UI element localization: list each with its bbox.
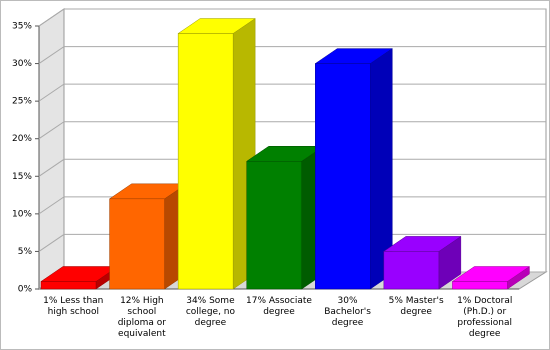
x-tick-label: 34% Some college, no degree <box>185 296 236 328</box>
y-tick-label: 30% <box>12 59 32 69</box>
y-tick-label: 35% <box>12 22 32 32</box>
y-tick-label: 10% <box>12 209 32 219</box>
x-tick-label: 30% Bachelor's degree <box>324 296 371 328</box>
grid-line <box>38 46 546 64</box>
bar <box>177 33 234 290</box>
bar <box>452 281 508 290</box>
bar <box>246 161 302 290</box>
x-tick-label: 1% Less than high school <box>43 296 104 317</box>
y-tick-label: 25% <box>12 97 32 107</box>
x-tick-label: 12% High school diploma or equivalent <box>117 296 166 339</box>
bar <box>383 251 440 290</box>
y-tick-label: 15% <box>12 172 32 182</box>
bar <box>315 63 371 290</box>
bar <box>109 198 165 290</box>
y-tick-label: 5% <box>18 247 33 257</box>
bar <box>40 281 97 290</box>
x-tick-label: 1% Doctoral (Ph.D.) or professional degr… <box>457 296 513 339</box>
side-wall <box>38 8 65 290</box>
x-tick-label: 17% Associate degree <box>246 296 312 317</box>
y-tick-label: 0% <box>18 285 33 295</box>
y-tick-label: 20% <box>12 134 32 144</box>
grid-line <box>38 8 546 27</box>
x-tick-label: 5% Master's degree <box>388 296 444 317</box>
